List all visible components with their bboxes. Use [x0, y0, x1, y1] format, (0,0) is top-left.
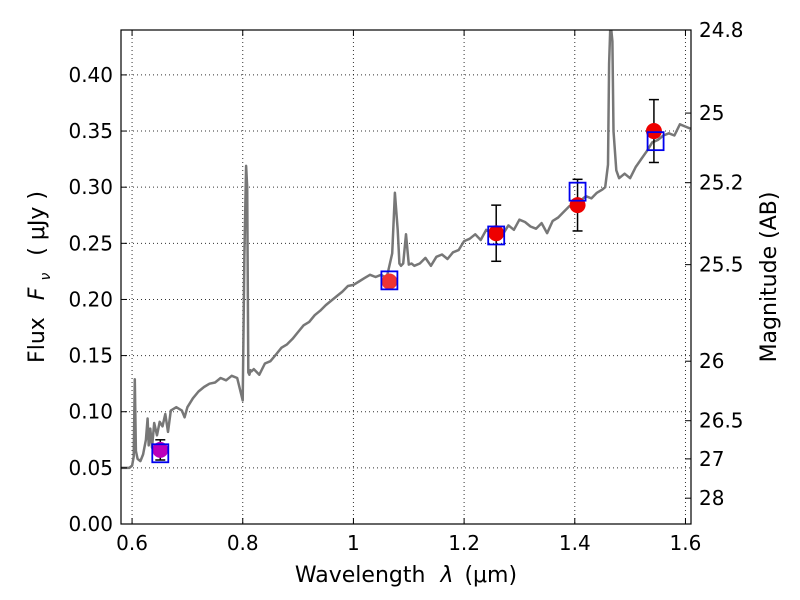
y2-tick-label: 27 [699, 447, 724, 471]
y-tick-label: 0.40 [68, 63, 113, 87]
y-tick-label: 0.10 [68, 400, 113, 424]
model-square [568, 181, 587, 202]
x-tick-label: 0.8 [227, 531, 259, 555]
y-axis-title: Flux F ν ( μJy ) [25, 191, 56, 363]
spectrum-line [121, 30, 691, 470]
y-tick-label: 0.35 [68, 119, 113, 143]
plot-frame [120, 29, 692, 525]
observed-point [569, 197, 586, 214]
x-tick-label: 1.2 [448, 531, 480, 555]
y2-tick-label: 25 [699, 101, 724, 125]
observed-point [381, 273, 398, 290]
y-tick-label: 0.25 [68, 231, 113, 255]
y-tick-label: 0.30 [68, 175, 113, 199]
y-tick-label: 0.00 [68, 512, 113, 536]
axes: 0.6 0.8 1 1.2 1.4 1.6 0.00 0.05 0.10 0.15 0.20 0.25… [68, 18, 743, 555]
y2-tick-label: 25.5 [699, 253, 744, 277]
observed-point [152, 441, 169, 458]
y2-tick-label: 25.2 [699, 171, 744, 195]
y-tick-label: 0.20 [68, 287, 113, 311]
y-tick-label: 0.15 [68, 344, 113, 368]
y2-tick-label: 26.5 [699, 409, 744, 433]
grid [121, 30, 691, 525]
y2-tick-label: 24.8 [699, 18, 744, 42]
model-square [151, 443, 170, 464]
x-tick-label: 0.6 [116, 531, 148, 555]
y2-tick-label: 28 [699, 486, 724, 510]
x-tick-label: 1.6 [670, 531, 702, 555]
x-tick-label: 1.4 [559, 531, 591, 555]
y-tick-label: 0.05 [68, 456, 113, 480]
model-square [646, 131, 665, 152]
model-square [487, 225, 506, 246]
series-layer [121, 30, 691, 470]
x-axis-title: Wavelength λ (μm) [295, 563, 517, 588]
y2-axis-title: Magnitude (AB) [757, 192, 782, 363]
x-tick-label: 1 [347, 531, 360, 555]
observed-point [645, 123, 662, 140]
y2-tick-label: 26 [699, 349, 724, 373]
model-square [380, 270, 399, 291]
observed-point [488, 225, 505, 242]
